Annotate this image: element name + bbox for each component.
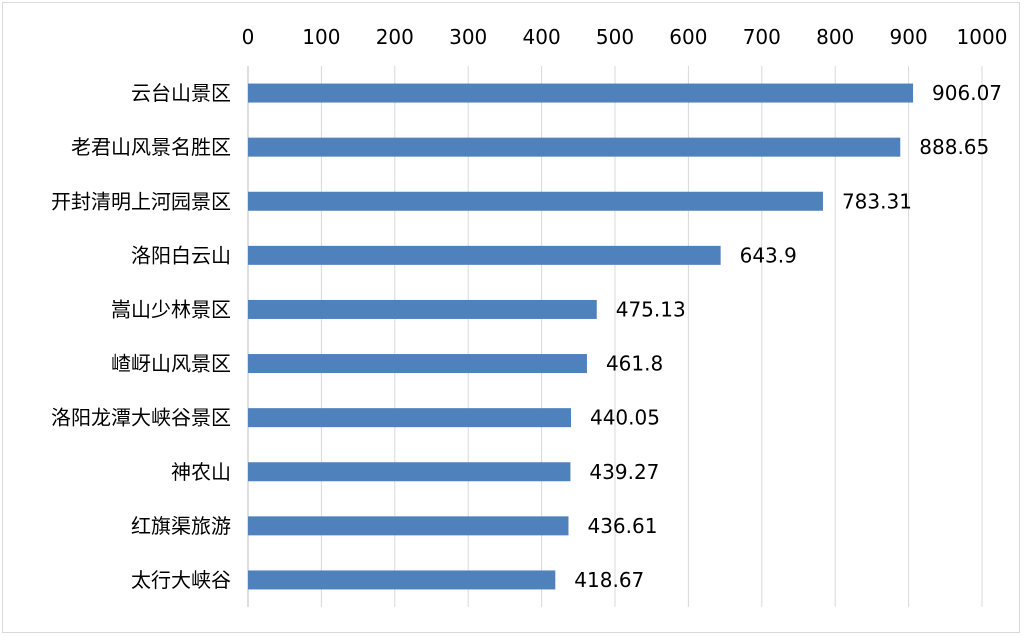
bars	[248, 83, 914, 590]
category-label: 红旗渠旅游	[131, 514, 231, 538]
bar	[248, 408, 571, 428]
data-labels: 906.07 888.65 783.31 643.9 475.13 461.8 440.05…	[574, 81, 1002, 592]
data-label: 475.13	[616, 297, 686, 321]
data-label: 783.31	[842, 189, 912, 213]
data-label: 440.05	[590, 406, 660, 430]
x-tick-label: 600	[669, 25, 707, 49]
category-label: 开封清明上河园景区	[51, 189, 231, 213]
x-tick-label: 1000	[957, 25, 1008, 49]
x-tick-label: 200	[376, 25, 414, 49]
data-label: 461.8	[606, 352, 663, 376]
category-label: 嵩山少林景区	[111, 297, 231, 321]
category-labels: 云台山景区老君山风景名胜区开封清明上河园景区洛阳白云山嵩山少林景区嵖岈山风景区洛…	[51, 81, 231, 592]
bar	[248, 245, 721, 265]
bar	[248, 299, 597, 319]
x-tick-label: 500	[596, 25, 634, 49]
x-tick-label: 900	[890, 25, 928, 49]
category-label: 太行大峡谷	[131, 568, 231, 592]
bar	[248, 191, 823, 211]
x-tick-label: 0	[242, 25, 255, 49]
bar	[248, 462, 571, 482]
data-label: 906.07	[932, 81, 1002, 105]
data-label: 888.65	[919, 135, 989, 159]
bar	[248, 516, 569, 536]
x-tick-labels: 0 100 200 300 400 500 600 700 800 900 1000	[242, 25, 1008, 49]
category-label: 嵖岈山风景区	[111, 352, 231, 376]
data-label: 436.61	[587, 514, 657, 538]
data-label: 418.67	[574, 568, 644, 592]
bar	[248, 83, 914, 103]
x-tick-label: 800	[816, 25, 854, 49]
bar	[248, 137, 901, 157]
category-label: 神农山	[171, 460, 231, 484]
bar	[248, 570, 556, 590]
x-tick-label: 700	[743, 25, 781, 49]
category-label: 洛阳龙潭大峡谷景区	[51, 406, 231, 430]
data-label: 439.27	[589, 460, 659, 484]
category-label: 洛阳白云山	[131, 243, 231, 267]
bar	[248, 354, 587, 374]
category-label: 老君山风景名胜区	[71, 135, 231, 159]
data-label: 643.9	[740, 243, 797, 267]
x-tick-label: 300	[449, 25, 487, 49]
x-tick-label: 400	[523, 25, 561, 49]
category-label: 云台山景区	[131, 81, 231, 105]
x-tick-label: 100	[302, 25, 340, 49]
